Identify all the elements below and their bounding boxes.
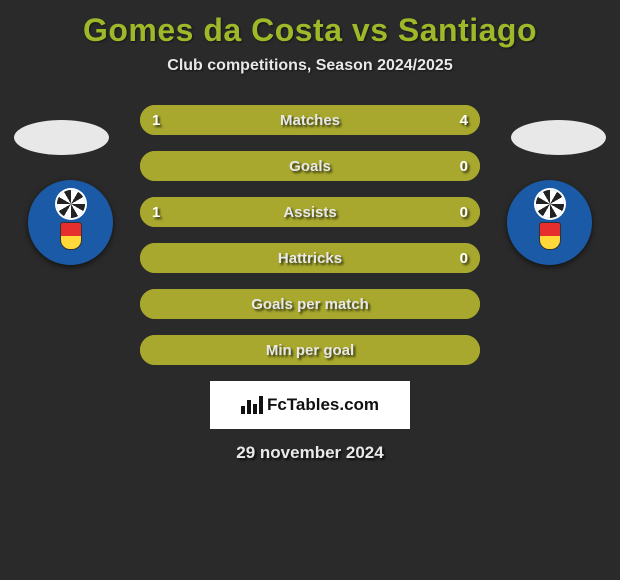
- stat-row: Goals per match: [140, 289, 480, 319]
- comparison-subtitle: Club competitions, Season 2024/2025: [0, 57, 620, 75]
- stat-row: 0Hattricks: [140, 243, 480, 273]
- bar-label: Assists: [140, 197, 480, 227]
- bar-label: Hattricks: [140, 243, 480, 273]
- flag-right: [511, 120, 606, 155]
- stats-bars: 14Matches 0Goals 10Assists 0Hattricks Goals …: [140, 105, 480, 365]
- club-badge-left: [28, 180, 113, 265]
- fctables-logo: FcTables.com: [210, 381, 410, 429]
- bar-label: Min per goal: [140, 335, 480, 365]
- stat-row: 0Goals: [140, 151, 480, 181]
- barchart-icon: [241, 396, 263, 414]
- club-badge-right: [507, 180, 592, 265]
- flag-left: [14, 120, 109, 155]
- stat-row: 10Assists: [140, 197, 480, 227]
- comparison-title: Gomes da Costa vs Santiago: [0, 0, 620, 49]
- bar-label: Goals: [140, 151, 480, 181]
- date-text: 29 november 2024: [0, 443, 620, 463]
- bar-label: Matches: [140, 105, 480, 135]
- logo-text: FcTables.com: [267, 395, 379, 415]
- shield-icon: [60, 222, 82, 250]
- bar-label: Goals per match: [140, 289, 480, 319]
- stat-row: 14Matches: [140, 105, 480, 135]
- stat-row: Min per goal: [140, 335, 480, 365]
- shield-icon: [539, 222, 561, 250]
